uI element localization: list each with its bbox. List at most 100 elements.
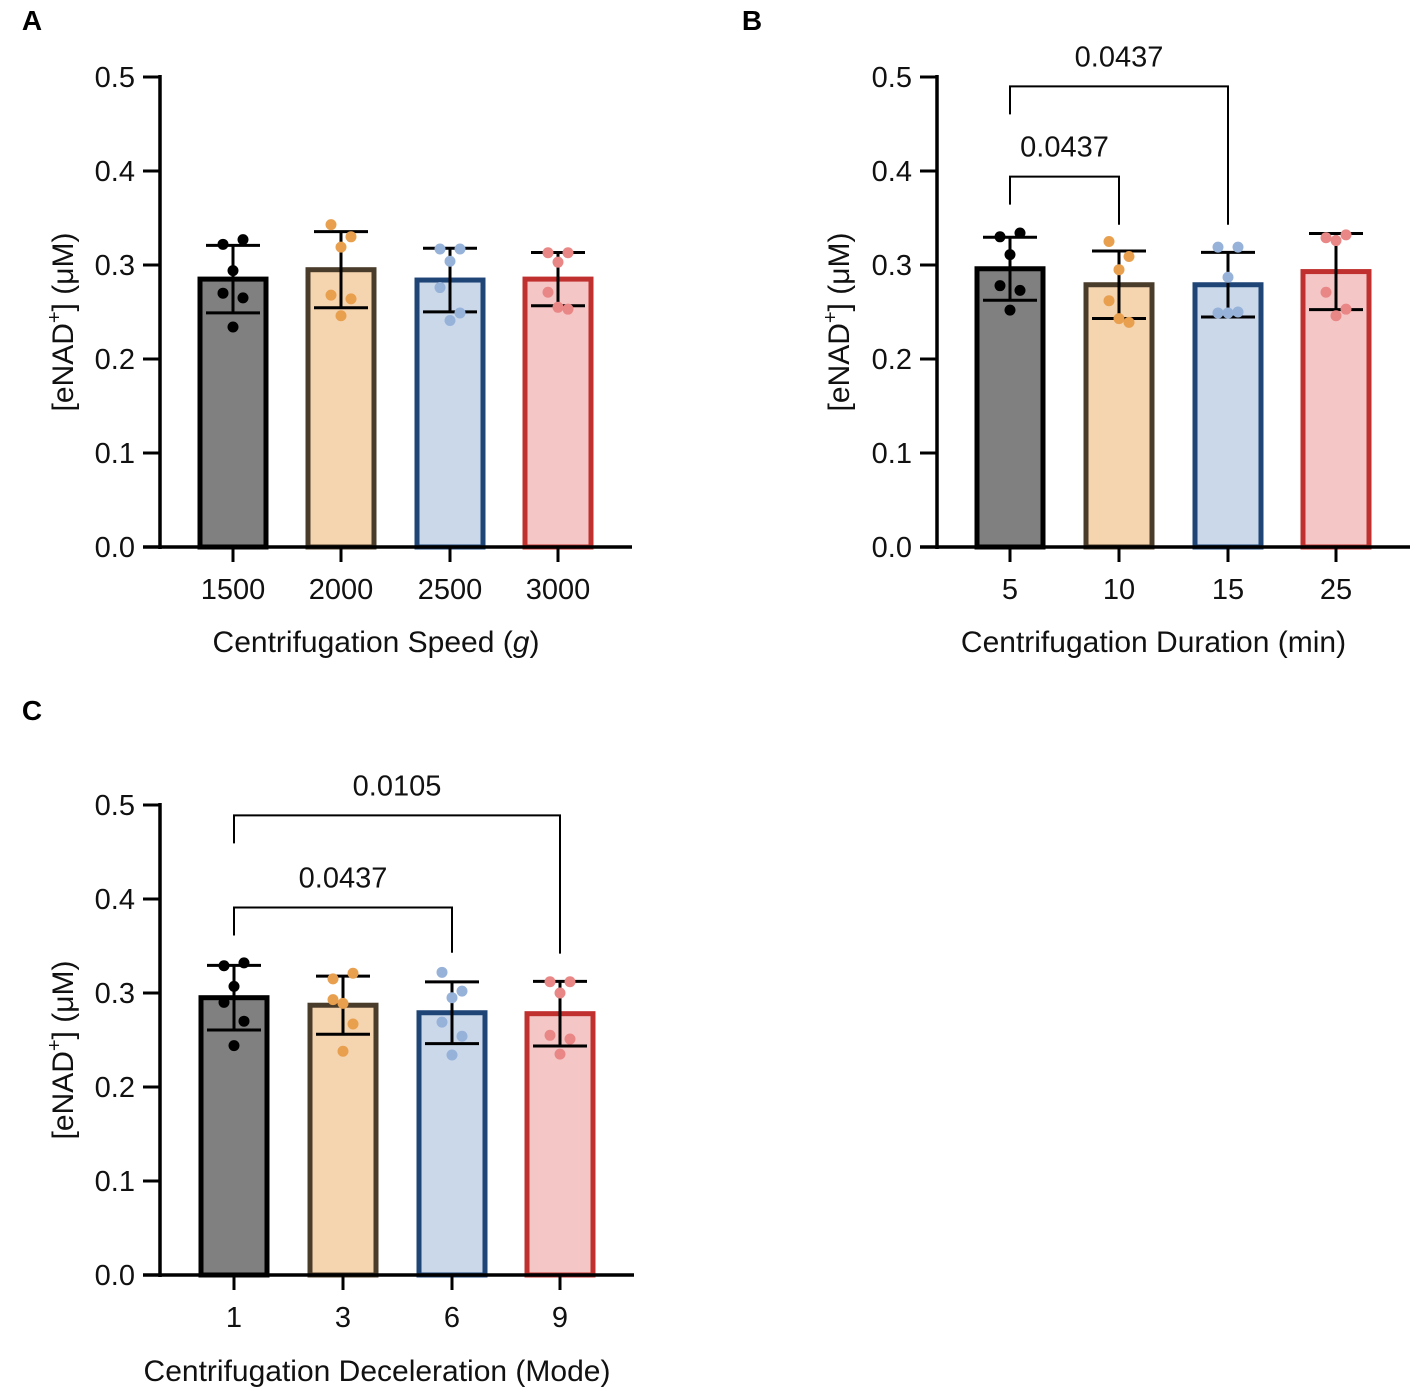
y-tick-label: 0.0 <box>95 532 135 564</box>
y-tick-label: 0.3 <box>95 978 135 1010</box>
data-point <box>1212 307 1224 319</box>
data-point <box>554 1048 566 1060</box>
data-point <box>564 976 576 988</box>
data-point <box>325 219 337 231</box>
data-point <box>238 1015 250 1027</box>
data-point <box>1014 227 1026 239</box>
x-axis-label-part: g <box>513 626 530 659</box>
p-value-label: 0.0105 <box>353 770 442 802</box>
panel-label: A <box>22 5 42 36</box>
data-point <box>237 292 249 304</box>
data-point <box>1320 286 1332 298</box>
x-axis-label-part: Centrifugation Speed ( <box>213 626 513 659</box>
data-point <box>562 247 574 259</box>
y-axis-label: [eNAD+] (μM) <box>44 961 80 1140</box>
x-axis-label: Centrifugation Duration (min) <box>961 626 1346 659</box>
x-axis-label: Centrifugation Deceleration (Mode) <box>144 1355 611 1388</box>
data-point <box>1113 313 1125 325</box>
x-axis-label: Centrifugation Speed (g) <box>213 626 540 659</box>
x-tick-label: 3000 <box>526 574 591 606</box>
data-point <box>446 1049 458 1061</box>
data-point <box>1103 236 1115 247</box>
data-point <box>228 1040 240 1052</box>
p-value-label: 0.0437 <box>1075 41 1164 73</box>
data-point <box>436 1016 448 1028</box>
data-point <box>436 966 448 978</box>
y-tick-label: 0.4 <box>95 156 135 188</box>
data-point <box>1232 306 1244 318</box>
data-point <box>542 286 554 298</box>
data-point <box>454 307 466 319</box>
panel-C: C 0.0 0.1 0.2 0.3 0.4 0.5 1 3 6 9 Centrifugation De… <box>22 695 634 1388</box>
x-tick-label: 9 <box>552 1302 568 1334</box>
data-point <box>994 231 1006 243</box>
data-point <box>218 960 230 972</box>
x-tick-label: 6 <box>444 1302 460 1334</box>
data-point <box>335 241 347 253</box>
x-axis-label-part: Centrifugation Duration (min) <box>961 626 1346 659</box>
x-tick-label: 2000 <box>309 574 374 606</box>
y-tick-label: 0.4 <box>95 884 135 916</box>
data-point <box>552 256 564 268</box>
y-tick-label: 0.1 <box>872 438 912 470</box>
y-tick-label: 0.5 <box>95 790 135 822</box>
data-point <box>1340 229 1352 241</box>
panel-B: B 0.0 0.1 0.2 0.3 0.4 0.5 5 10 15 25 Centrifugation… <box>742 5 1410 659</box>
data-point <box>1103 295 1115 307</box>
panel-A: A 0.0 0.1 0.2 0.3 0.4 0.5 1500 2000 2500 3000 Centr… <box>22 5 632 659</box>
x-tick-label: 10 <box>1103 574 1135 606</box>
y-axis-label-part: ] (μM) <box>47 961 80 1040</box>
y-axis-label-superscript: + <box>44 1039 66 1051</box>
y-axis-label-superscript: + <box>820 311 842 323</box>
x-tick-label: 5 <box>1002 574 1018 606</box>
y-tick-label: 0.2 <box>95 1072 135 1104</box>
y-axis-label-superscript: + <box>44 311 66 323</box>
x-tick-label: 1500 <box>201 574 266 606</box>
data-point <box>1222 307 1234 319</box>
y-tick-label: 0.0 <box>872 532 912 564</box>
data-point <box>218 996 230 1008</box>
data-point <box>1222 271 1234 283</box>
data-point <box>238 957 250 969</box>
data-point <box>337 997 349 1009</box>
data-point <box>347 967 359 979</box>
data-point <box>337 1045 349 1057</box>
data-point <box>1330 235 1342 247</box>
y-axis-label-part: ] (μM) <box>47 233 80 312</box>
significance-bracket <box>233 814 561 954</box>
data-point <box>237 234 249 246</box>
p-value-label: 0.0437 <box>1020 132 1109 164</box>
data-point <box>1320 232 1332 244</box>
y-axis-label-part: [eNAD <box>823 323 856 411</box>
p-value-label: 0.0437 <box>299 862 388 894</box>
data-point <box>456 985 468 997</box>
data-point <box>325 289 337 301</box>
y-tick-label: 0.2 <box>95 344 135 376</box>
data-point <box>1004 304 1016 316</box>
y-tick-label: 0.5 <box>95 62 135 94</box>
x-tick-label: 1 <box>226 1302 242 1334</box>
data-point <box>1232 241 1244 253</box>
significance-bracket <box>1009 85 1229 225</box>
data-point <box>562 303 574 315</box>
data-point <box>552 301 564 313</box>
y-axis-label-part: ] (μM) <box>823 233 856 312</box>
x-axis-label-part: ) <box>529 626 539 659</box>
data-point <box>327 973 339 985</box>
data-point <box>434 282 446 294</box>
data-point <box>347 1018 359 1030</box>
data-point <box>1340 303 1352 315</box>
data-point <box>227 265 239 277</box>
data-point <box>1014 284 1026 296</box>
data-point <box>228 980 240 992</box>
data-point <box>227 321 239 333</box>
y-tick-label: 0.4 <box>872 156 912 188</box>
y-tick-label: 0.3 <box>872 250 912 282</box>
data-point <box>544 976 556 988</box>
data-point <box>1330 310 1342 322</box>
data-point <box>217 238 229 250</box>
y-axis-label-part: [eNAD <box>47 1051 80 1139</box>
data-point <box>564 1033 576 1045</box>
x-tick-label: 3 <box>335 1302 351 1334</box>
y-tick-label: 0.2 <box>872 344 912 376</box>
